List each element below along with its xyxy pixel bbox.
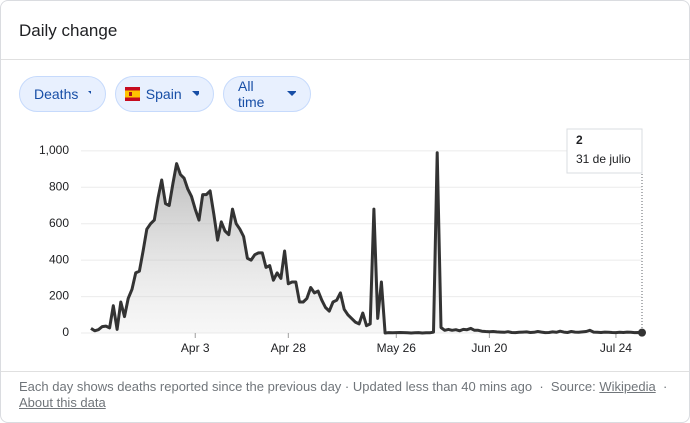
footer-note: Each day shows deaths reported since the… [19, 379, 533, 394]
dropdown-arrow [287, 91, 296, 96]
separator: · [662, 379, 668, 394]
y-tick-label: 200 [49, 289, 69, 303]
tooltip-value: 2 [576, 133, 583, 147]
line [90, 151, 643, 335]
chip-label: Deaths [34, 86, 79, 102]
flag-icon [125, 87, 140, 101]
separator: · [539, 379, 544, 394]
about-link[interactable]: About this data [19, 395, 106, 410]
source-label: Source: [550, 379, 596, 394]
x-tick-label: May 26 [377, 341, 417, 355]
y-tick-label: 0 [62, 325, 69, 339]
x-tick-label: Jun 20 [471, 341, 507, 355]
tooltip: 2 31 de julio [566, 128, 643, 174]
dropdown-arrow [88, 91, 91, 94]
range-chip[interactable]: All time [223, 76, 311, 112]
tooltip-date: 31 de julio [576, 152, 631, 166]
card-title: Daily change [19, 21, 118, 40]
footer: Each day shows deaths reported since the… [19, 379, 679, 411]
divider [1, 59, 689, 60]
x-tick-label: Apr 3 [181, 341, 210, 355]
y-tick-label: 600 [49, 216, 69, 230]
chip-label: Spain [145, 86, 182, 102]
point [638, 328, 646, 337]
y-tick-label: 1,000 [39, 143, 69, 157]
tooltip-box [566, 128, 643, 174]
chip-label: All time [238, 78, 265, 110]
x-tick-label: Apr 28 [271, 341, 307, 355]
y-tick-label: 800 [49, 179, 69, 193]
x-tick-label: Jul 24 [600, 341, 632, 355]
chart: 0 200 400 600 800 1,000 Apr 3 Apr 28 May 26 Jun 2… [39, 128, 646, 355]
area [91, 152, 642, 333]
source-link[interactable]: Wikipedia [599, 379, 656, 394]
divider [1, 371, 689, 372]
dropdown-arrow [191, 91, 199, 96]
y-tick-label: 400 [49, 252, 69, 266]
country-chip[interactable]: Spain [115, 76, 214, 112]
metric-chip[interactable]: Deaths [19, 76, 106, 112]
